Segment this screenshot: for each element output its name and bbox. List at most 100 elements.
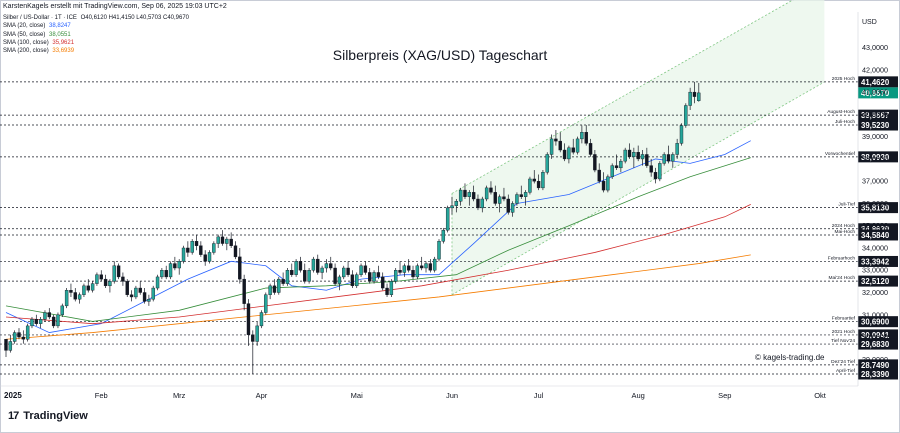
level-price-badge	[858, 151, 898, 163]
candle	[493, 185, 497, 206]
candle	[528, 176, 532, 195]
candle-body	[679, 125, 684, 144]
candle	[359, 263, 363, 277]
candle	[129, 290, 134, 302]
candle-body	[432, 258, 437, 271]
candle-body	[580, 132, 584, 140]
level-name: Juli-Tief	[838, 202, 855, 208]
candle-body	[268, 285, 272, 295]
level-price-label: 38,0930	[861, 153, 890, 162]
candle	[12, 330, 17, 344]
candle-body	[415, 265, 420, 278]
level-name: 2025 Hoch	[832, 76, 856, 82]
candle-body	[203, 254, 207, 262]
candle	[554, 129, 558, 146]
candle	[428, 259, 433, 273]
candle-body	[272, 285, 277, 293]
candle	[476, 194, 480, 211]
y-tick-label: 32,0000	[862, 288, 888, 297]
candle	[515, 192, 519, 206]
candle-body	[346, 267, 350, 275]
candle-body	[21, 336, 26, 340]
level-name: Vorwochentief	[825, 151, 856, 157]
candle-body	[108, 281, 112, 287]
candle-body	[623, 149, 627, 162]
candle-body	[636, 152, 640, 160]
candle	[225, 236, 229, 251]
candle	[151, 285, 155, 302]
candle-body	[571, 147, 575, 153]
candle-body	[116, 265, 121, 278]
level-name: Juli-Hoch	[835, 119, 855, 125]
candle-body	[259, 312, 264, 327]
sma-line	[5, 254, 751, 340]
candle-body	[95, 274, 99, 284]
level-name: Mai-Hoch	[834, 229, 855, 235]
candle-body	[394, 270, 398, 282]
candle	[333, 263, 337, 286]
candle	[597, 163, 601, 184]
candle	[346, 261, 350, 277]
candle-body	[90, 283, 95, 291]
y-tick-label: 33,0000	[862, 266, 888, 275]
candle	[164, 265, 168, 280]
candle-body	[38, 319, 43, 324]
candle	[220, 230, 225, 246]
channel-lower-line	[451, 81, 825, 296]
candle-body	[337, 276, 342, 284]
candle-body	[519, 194, 523, 197]
x-tick-label: Jun	[446, 391, 458, 400]
level-price-badge	[858, 202, 898, 214]
candle-body	[467, 192, 472, 197]
candle	[264, 292, 268, 315]
channel-upper-line	[451, 0, 794, 194]
candle-body	[69, 290, 73, 293]
x-tick-label: Mai	[351, 391, 363, 400]
level-price-badge	[858, 368, 898, 380]
candle	[463, 183, 467, 199]
candle	[502, 187, 506, 202]
candle	[445, 205, 450, 233]
candle	[233, 241, 238, 260]
y-tick-label: 35,0000	[862, 221, 888, 230]
candle-body	[168, 263, 173, 278]
level-price-label: 33,3942	[861, 257, 890, 266]
candle	[160, 268, 164, 280]
candle	[116, 263, 121, 280]
candle	[580, 125, 584, 144]
candle-body	[419, 265, 424, 269]
level-price-badge	[858, 229, 898, 241]
x-axis: Feb Mrz Apr Mai Jun Jul Aug Sep Okt	[0, 12, 859, 400]
level-price-badge	[858, 109, 898, 121]
candle	[411, 265, 415, 280]
sma-label: SMA (200, close)	[3, 48, 49, 55]
candle	[471, 185, 476, 202]
currency-label: USD	[862, 19, 877, 26]
x-tick-label: Mrz	[173, 391, 186, 400]
candle	[242, 274, 246, 311]
candle-body	[484, 187, 489, 200]
sma-value: 35,9621	[52, 39, 75, 46]
candle-body	[112, 265, 116, 282]
candle	[342, 265, 346, 280]
legend-sma-20: SMA (20, close) 38,8247	[3, 22, 191, 30]
candle	[17, 328, 21, 340]
candle-body	[129, 294, 134, 298]
candle	[584, 125, 588, 146]
candle	[77, 292, 82, 304]
candle	[199, 241, 203, 257]
level-price-badge	[858, 87, 898, 99]
candle	[454, 199, 459, 213]
candle-body	[389, 281, 394, 295]
candle-body	[138, 287, 142, 293]
candle	[294, 259, 298, 277]
candle	[398, 261, 402, 275]
sma-line	[5, 157, 751, 322]
candle	[168, 261, 173, 280]
watermark: © kagels-trading.de	[755, 353, 825, 362]
candle	[368, 268, 372, 284]
candle	[281, 272, 285, 286]
candle	[307, 268, 311, 284]
candle	[259, 310, 264, 329]
